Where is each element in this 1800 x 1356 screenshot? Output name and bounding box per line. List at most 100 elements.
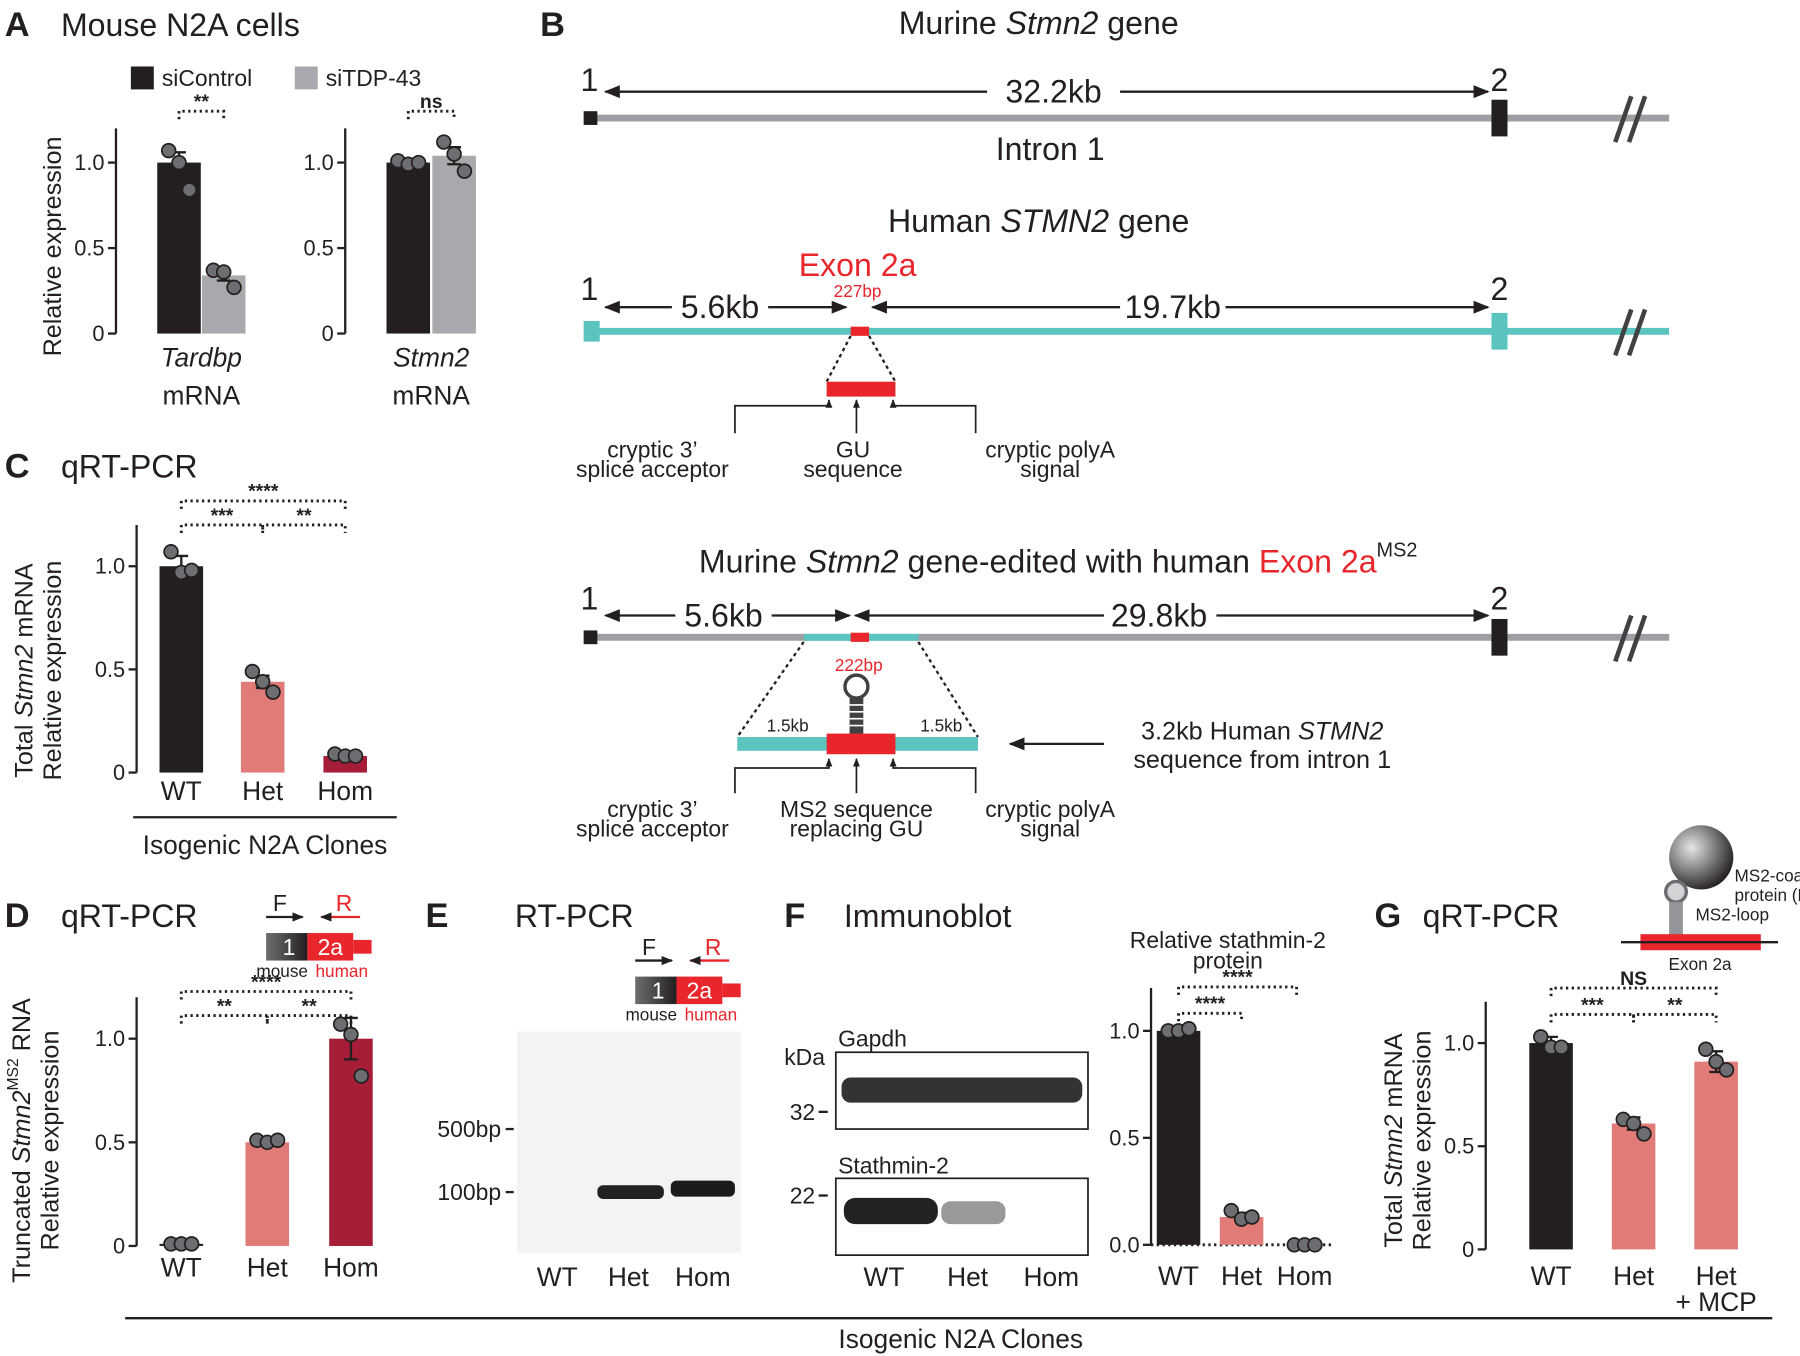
panel-title: RT-PCR xyxy=(515,898,634,934)
exon-number: 2 xyxy=(1491,62,1509,98)
data-point xyxy=(183,1236,200,1252)
text-part: Total xyxy=(10,717,38,777)
y-tick-label: 1.0 xyxy=(1444,1031,1474,1056)
category-label: Stmn2 xyxy=(393,343,470,373)
pointer xyxy=(734,399,833,434)
significance-label: ns xyxy=(420,91,443,113)
text-part: mRNA xyxy=(1380,1033,1408,1114)
data-point xyxy=(183,562,200,579)
text-part: Stmn2 xyxy=(1006,5,1099,41)
data-point xyxy=(1223,1202,1239,1219)
feature-label: cryptic 3’ xyxy=(607,436,697,462)
panel-letter: E xyxy=(425,897,448,935)
data-point xyxy=(1533,1029,1549,1045)
bar xyxy=(159,566,204,773)
data-point xyxy=(244,663,261,680)
data-point xyxy=(410,154,427,171)
text-part: gene-edited with human xyxy=(899,544,1259,580)
significance-label: ** xyxy=(217,995,233,1017)
data-point xyxy=(215,264,232,280)
length-label: 19.7kb xyxy=(1125,289,1221,325)
bar xyxy=(329,1038,373,1246)
panel-letter: A xyxy=(5,6,30,44)
gene-title: Murine Stmn2 gene xyxy=(899,5,1179,41)
significance-label: **** xyxy=(1195,993,1226,1015)
band xyxy=(941,1201,1006,1225)
insert xyxy=(826,733,896,755)
y-axis-title-line: Truncated Stmn2MS2 RNA xyxy=(5,998,36,1283)
bar xyxy=(1529,1043,1573,1250)
legend-label: siTDP-43 xyxy=(326,65,421,91)
y-tick-label: 0 xyxy=(322,321,334,346)
hairpin-rungs xyxy=(849,704,864,727)
text-part: STMN2 xyxy=(1298,717,1383,745)
exon-number: 1 xyxy=(580,580,598,616)
exon xyxy=(583,320,600,342)
feature-label: cryptic 3’ xyxy=(607,796,697,822)
data-point xyxy=(1698,1041,1714,1058)
chart-title: qRT-PCR xyxy=(61,449,198,485)
y-tick-label: 0.5 xyxy=(95,657,125,682)
y-tick-label: 0 xyxy=(1462,1237,1474,1262)
category-unit: mRNA xyxy=(392,380,470,410)
slash xyxy=(1626,308,1648,357)
bar xyxy=(432,155,476,334)
legend-swatch xyxy=(130,66,154,90)
exon-label: 1 xyxy=(283,934,296,960)
exon-label: Exon 2a xyxy=(799,247,917,283)
data-point xyxy=(1718,1062,1735,1078)
text-part: RNA xyxy=(8,998,36,1058)
slash xyxy=(1613,95,1634,143)
y-axis-title: Total Stmn2 mRNA Relative expression xyxy=(1380,1031,1437,1251)
target-label: Gapdh xyxy=(838,1025,907,1051)
bar xyxy=(1156,1030,1201,1245)
x-tick-label: Het xyxy=(247,1253,289,1283)
species-label: mouse xyxy=(256,961,308,981)
significance-label: **** xyxy=(251,971,282,993)
marker-label: 22 xyxy=(790,1183,815,1209)
data-point xyxy=(1636,1126,1652,1142)
significance-bracket xyxy=(179,1014,269,1024)
zoom-line xyxy=(736,641,805,738)
x-tick-label: + MCP xyxy=(1675,1287,1756,1317)
significance-bracket xyxy=(1177,1011,1244,1022)
feature-label: cryptic polyA xyxy=(985,436,1116,462)
exon-number: 2 xyxy=(1491,580,1509,616)
length-label: 1.5kb xyxy=(767,716,809,736)
x-tick-label: Hom xyxy=(317,776,373,806)
lane-label: Hom xyxy=(1023,1262,1079,1292)
x-tick-label: WT xyxy=(161,776,202,806)
y-tick-label: 0.5 xyxy=(1444,1134,1474,1159)
mcp-schematic: MS2-coat protein (MCP) MS2-loop Exon 2a xyxy=(1620,825,1800,974)
mcp xyxy=(1669,825,1734,890)
marker-label: 32 xyxy=(790,1099,815,1125)
size-label: 222bp xyxy=(835,655,883,675)
panel-b: B Murine Stmn2 gene 32.2kb 1 2 Intron 1 … xyxy=(540,5,1670,842)
size-label: 227bp xyxy=(834,281,882,301)
data-point xyxy=(343,1026,359,1043)
label-bg xyxy=(1104,598,1217,633)
lane-label: WT xyxy=(537,1262,578,1292)
text-part: Stmn2 xyxy=(8,1090,36,1163)
exon-label: 2a xyxy=(318,934,344,960)
label-bg xyxy=(987,73,1121,111)
data-point xyxy=(436,134,452,150)
panel-letter: D xyxy=(5,897,30,935)
panel-letter: B xyxy=(540,6,565,44)
data-point xyxy=(332,1016,349,1032)
text-part: Truncated xyxy=(8,1163,36,1283)
text-part: Human xyxy=(888,203,1000,239)
significance-label: ** xyxy=(1667,994,1683,1016)
slash xyxy=(1626,95,1648,143)
lane-label: Hom xyxy=(675,1262,731,1292)
loop-label: MS2-loop xyxy=(1695,905,1769,925)
text-part: Stmn2 xyxy=(10,645,38,718)
y-axis-title: Total Stmn2 mRNA Relative expression xyxy=(10,561,67,781)
exon xyxy=(1491,312,1508,350)
y-tick-label: 1.0 xyxy=(95,1026,125,1051)
legend-label: siControl xyxy=(162,65,252,91)
species-label: human xyxy=(685,1004,738,1024)
